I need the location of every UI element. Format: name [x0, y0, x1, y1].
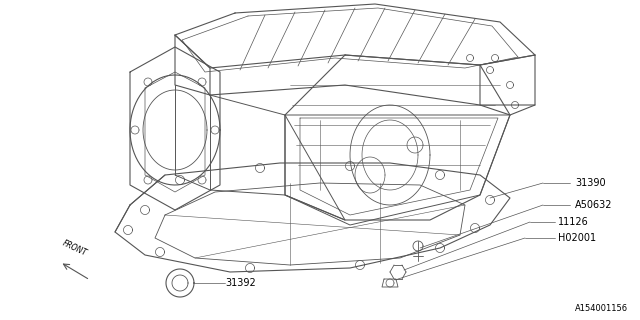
Text: A154001156: A154001156	[575, 304, 628, 313]
Text: H02001: H02001	[558, 233, 596, 243]
Text: 31390: 31390	[575, 178, 605, 188]
Text: 11126: 11126	[558, 217, 589, 227]
Text: A50632: A50632	[575, 200, 612, 210]
Text: FRONT: FRONT	[61, 239, 89, 258]
Text: 31392: 31392	[225, 278, 256, 288]
